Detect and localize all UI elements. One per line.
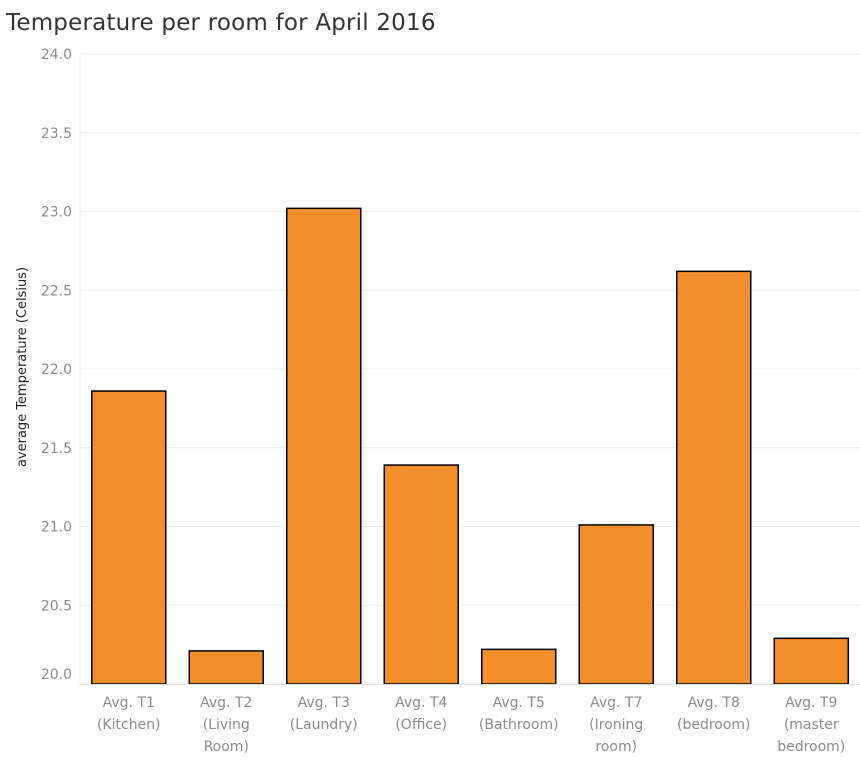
x-category-label: Avg. T1: [103, 695, 155, 711]
x-category-label: Avg. T3: [298, 695, 350, 711]
bar: [578, 524, 654, 685]
y-tick-label: 20.0: [41, 667, 72, 683]
x-category-label: (Bathroom): [479, 717, 559, 733]
y-tick-label: 23.0: [41, 205, 72, 221]
x-category-label: (Laundry): [290, 717, 358, 733]
x-category-label: Room): [204, 739, 249, 755]
y-tick-label: 21.5: [41, 441, 72, 457]
x-category-label: Avg. T2: [200, 695, 252, 711]
x-category-label: (Kitchen): [97, 717, 161, 733]
x-category-label: (Office): [395, 717, 447, 733]
x-category-label: bedroom): [777, 739, 845, 755]
y-tick-label: 24.0: [41, 47, 72, 63]
bar: [286, 207, 362, 685]
x-category-label: (master: [784, 717, 839, 733]
x-category-label: Avg. T7: [590, 695, 642, 711]
bar: [188, 650, 264, 685]
y-tick-label: 20.5: [41, 598, 72, 614]
y-axis-title: average Temperature (Celsius): [15, 267, 30, 467]
x-category-label: (bedroom): [677, 717, 751, 733]
y-tick-label: 21.0: [41, 520, 72, 536]
x-category-label: Avg. T9: [785, 695, 837, 711]
y-tick-label: 22.5: [41, 283, 72, 299]
y-tick-label: 23.5: [41, 126, 72, 142]
bar: [773, 637, 849, 685]
x-category-label: (Living: [203, 717, 250, 733]
y-tick-label: 22.0: [41, 362, 72, 378]
bar: [676, 270, 752, 685]
x-axis-labels: Avg. T1 (Kitchen) Avg. T2 (Living Room) Avg. …: [97, 695, 845, 755]
bars: [91, 207, 849, 685]
bar: [481, 648, 557, 685]
x-category-label: room): [595, 739, 637, 755]
x-category-label: Avg. T5: [493, 695, 545, 711]
x-category-label: Avg. T8: [688, 695, 740, 711]
chart-title: Temperature per room for April 2016: [6, 10, 436, 36]
x-category-label: Avg. T4: [395, 695, 447, 711]
bar: [383, 464, 459, 685]
x-category-label: (Ironing: [589, 717, 643, 733]
gridlines: [80, 53, 860, 606]
bar: [91, 390, 167, 685]
y-axis-ticks: 20.0 20.5 21.0 21.5 22.0 22.5 23.0 23.5 24.0: [41, 47, 72, 683]
